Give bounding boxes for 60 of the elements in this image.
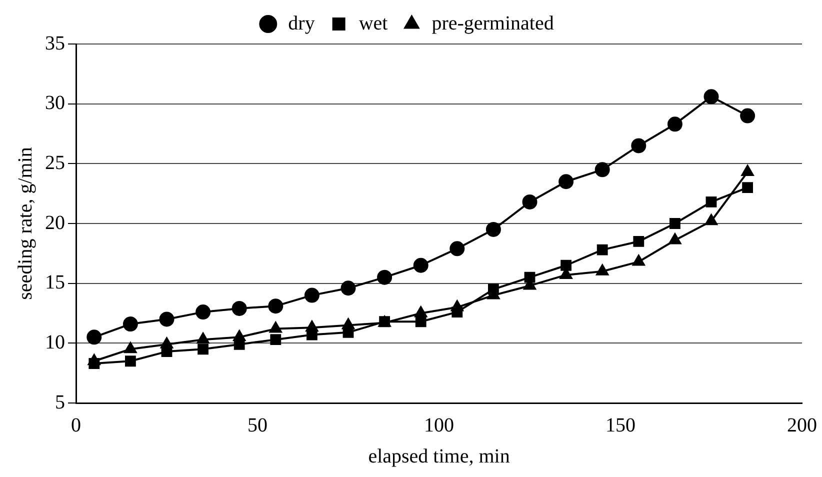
point bbox=[560, 260, 572, 271]
point bbox=[596, 264, 609, 276]
x-tick-label: 0 bbox=[71, 414, 81, 436]
point bbox=[633, 236, 644, 247]
point bbox=[377, 270, 392, 285]
point bbox=[304, 288, 320, 303]
x-tick-label: 100 bbox=[424, 414, 454, 436]
x-tick-label: 200 bbox=[787, 414, 817, 436]
point bbox=[125, 356, 136, 367]
point bbox=[452, 306, 463, 318]
y-tick-label: 25 bbox=[45, 152, 65, 174]
point bbox=[268, 298, 284, 314]
point bbox=[704, 89, 719, 104]
point bbox=[234, 338, 245, 350]
legend-label: pre-germinated bbox=[432, 12, 554, 34]
point bbox=[596, 244, 608, 256]
point bbox=[740, 164, 754, 176]
point bbox=[668, 232, 682, 244]
y-axis-title: seeding rate, g/min bbox=[14, 147, 36, 300]
point bbox=[124, 342, 138, 354]
point bbox=[594, 162, 610, 178]
point bbox=[632, 254, 646, 266]
point bbox=[450, 241, 465, 256]
point bbox=[631, 138, 646, 154]
point bbox=[88, 358, 100, 369]
point bbox=[413, 258, 428, 273]
y-tick-label: 15 bbox=[45, 272, 65, 294]
x-tick-label: 150 bbox=[606, 414, 636, 436]
point bbox=[159, 312, 174, 327]
point bbox=[122, 316, 138, 332]
point bbox=[86, 330, 102, 345]
y-tick-label: 35 bbox=[45, 32, 65, 54]
point bbox=[340, 280, 356, 296]
y-tick-label: 30 bbox=[45, 92, 65, 114]
point bbox=[198, 344, 208, 355]
point bbox=[232, 300, 247, 316]
legend-label: wet bbox=[358, 12, 388, 34]
y-tick-label: 10 bbox=[45, 331, 65, 354]
x-axis-title: elapsed time, min bbox=[368, 445, 510, 468]
point bbox=[667, 116, 682, 132]
x-tick-label: 50 bbox=[248, 414, 268, 436]
point bbox=[269, 321, 282, 333]
point bbox=[522, 194, 538, 210]
point bbox=[415, 316, 426, 328]
point bbox=[196, 304, 211, 320]
point bbox=[270, 334, 282, 346]
point bbox=[488, 284, 499, 295]
legend-label: dry bbox=[288, 12, 315, 34]
y-tick-label: 20 bbox=[45, 212, 65, 234]
y-tick-label: 5 bbox=[55, 391, 65, 414]
point bbox=[486, 222, 501, 237]
point bbox=[706, 196, 717, 208]
point bbox=[161, 346, 172, 357]
point bbox=[524, 272, 536, 283]
point bbox=[742, 182, 753, 194]
point bbox=[196, 332, 210, 344]
point bbox=[558, 174, 574, 190]
point bbox=[740, 108, 756, 124]
point bbox=[670, 218, 680, 229]
point bbox=[704, 214, 718, 226]
